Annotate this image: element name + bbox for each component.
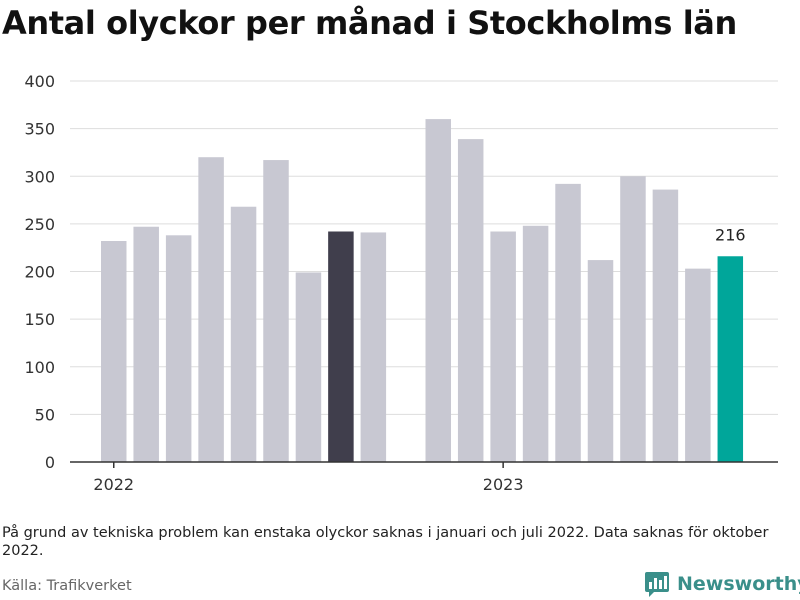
data-labels: 216 bbox=[715, 225, 746, 244]
bar-2022-06 bbox=[263, 160, 289, 462]
bar-2022-09 bbox=[360, 232, 387, 462]
newsworthy-logo: Newsworthy bbox=[644, 570, 800, 598]
bar-2022-07 bbox=[295, 272, 322, 462]
y-tick-label: 0 bbox=[45, 453, 55, 472]
newsworthy-logo-text: Newsworthy bbox=[677, 573, 800, 595]
bar-2022-12 bbox=[457, 139, 484, 462]
bar-2023-07 bbox=[685, 268, 711, 462]
bar-2022-04 bbox=[198, 157, 224, 462]
y-axis-ticks: 0 50 100 150 200 250 300 350 400 bbox=[24, 72, 55, 472]
y-tick-label: 150 bbox=[24, 310, 55, 329]
bar-2023-08 bbox=[717, 256, 744, 462]
y-tick-label: 100 bbox=[24, 358, 55, 377]
bar-2022-01 bbox=[101, 241, 127, 462]
bar-2023-02 bbox=[522, 225, 549, 462]
bar-2022-08 bbox=[328, 231, 354, 462]
x-tick-label-2023: 2023 bbox=[483, 475, 524, 494]
bar-2023-01 bbox=[490, 231, 516, 462]
data-label-2023-08: 216 bbox=[715, 225, 746, 244]
y-tick-label: 50 bbox=[35, 405, 55, 424]
x-tick-label-2022: 2022 bbox=[93, 475, 134, 494]
source-text: Källa: Trafikverket bbox=[2, 578, 132, 594]
chart-title: Antal olyckor per månad i Stockholms län bbox=[2, 4, 737, 42]
bars bbox=[101, 119, 744, 462]
y-tick-label: 350 bbox=[24, 120, 55, 139]
footnote: På grund av tekniska problem kan enstaka… bbox=[2, 525, 769, 559]
y-tick-label: 200 bbox=[24, 263, 55, 282]
bar-2022-03 bbox=[165, 235, 192, 462]
bar-2023-05 bbox=[620, 176, 646, 462]
bar-2023-03 bbox=[555, 183, 581, 462]
bar-2022-02 bbox=[133, 226, 159, 462]
y-tick-label: 250 bbox=[24, 215, 55, 234]
bar-2022-05 bbox=[230, 206, 257, 462]
x-axis-ticks: 2022 2023 bbox=[93, 462, 524, 494]
bar-2023-06 bbox=[652, 189, 679, 462]
y-tick-label: 300 bbox=[24, 167, 55, 186]
y-tick-label: 400 bbox=[24, 72, 55, 91]
bar-2022-11 bbox=[425, 119, 451, 462]
newsworthy-logo-icon bbox=[645, 572, 669, 597]
bar-2023-04 bbox=[587, 260, 614, 462]
bar-chart: 0 50 100 150 200 250 300 350 400 216 2022 2023 bbox=[24, 72, 778, 494]
